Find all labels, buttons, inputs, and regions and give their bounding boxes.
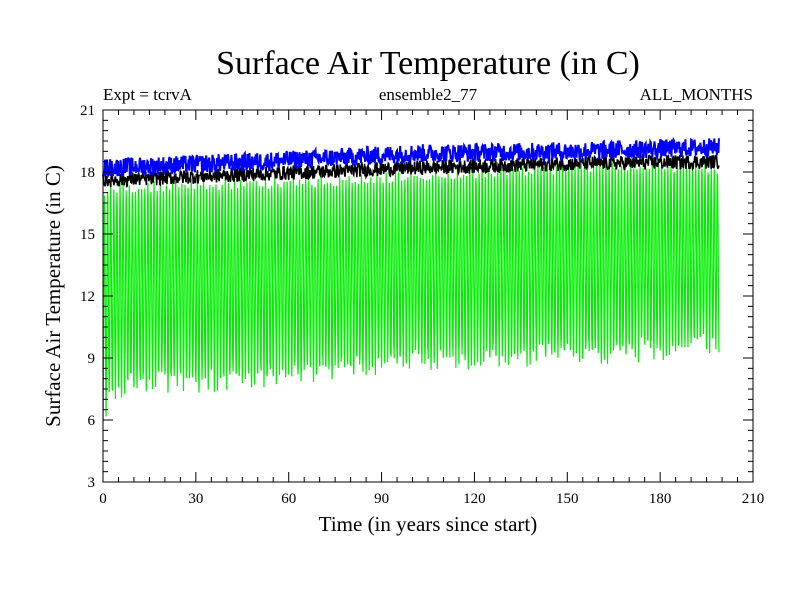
y-tick-label: 12 <box>80 289 95 305</box>
y-tick-label: 6 <box>88 413 96 429</box>
x-tick-label: 60 <box>281 491 296 507</box>
y-tick-label: 21 <box>80 103 95 119</box>
series-line-annual-max-blue <box>102 136 720 179</box>
x-tick-label: 150 <box>556 491 579 507</box>
series-line-monthly <box>102 160 720 424</box>
x-tick-label: 30 <box>188 491 203 507</box>
x-tick-label: 210 <box>742 491 765 507</box>
chart-title: Surface Air Temperature (in C) <box>216 45 640 82</box>
y-tick-label: 3 <box>88 475 96 491</box>
x-tick-label: 180 <box>649 491 672 507</box>
series-line-annual-max-black <box>102 153 720 188</box>
subtitle-left: Expt = tcrvA <box>103 85 193 104</box>
y-tick-label: 15 <box>80 227 95 243</box>
x-tick-label: 0 <box>99 491 107 507</box>
x-axis-label: Time (in years since start) <box>319 512 538 536</box>
ticks-layer: 0 30 60 90 120 150 180 210 3 6 9 12 15 18 21 <box>80 103 764 507</box>
y-tick-label: 18 <box>80 165 95 181</box>
y-tick-label: 9 <box>88 351 96 367</box>
subtitle-center: ensemble2_77 <box>379 85 478 104</box>
x-tick-label: 120 <box>463 491 486 507</box>
y-axis-label: Surface Air Temperature (in C) <box>41 165 65 427</box>
subtitle-right: ALL_MONTHS <box>640 85 753 104</box>
x-tick-label: 90 <box>374 491 389 507</box>
series-layer <box>102 136 720 424</box>
